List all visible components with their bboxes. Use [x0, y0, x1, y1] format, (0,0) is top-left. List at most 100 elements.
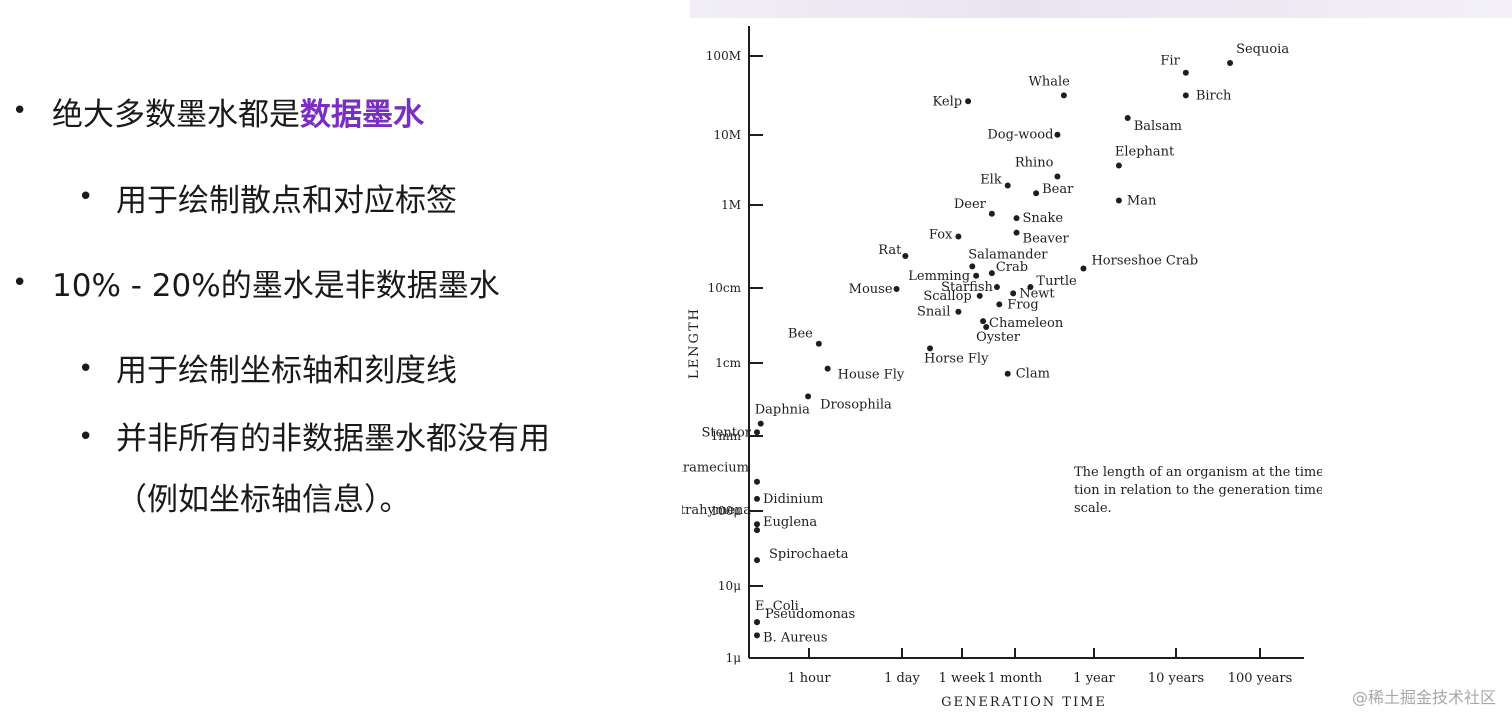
caption-line: The length of an organism at the time of… — [1074, 465, 1322, 480]
bullet-dot: • — [78, 354, 94, 384]
bullet-subitem-continuation: （例如坐标轴信息）。 — [116, 482, 411, 518]
point-deer — [988, 210, 995, 217]
point-label-clam: Clam — [1016, 367, 1050, 382]
point-clam — [1004, 370, 1011, 377]
chart-caption: The length of an organism at the time of… — [1074, 465, 1322, 516]
point-label-salamander: Salamander — [968, 247, 1048, 262]
y-tick-label: 10M — [713, 128, 741, 142]
point-bear — [1033, 190, 1040, 197]
point-label-kelp: Kelp — [933, 94, 963, 109]
point-label-snake: Snake — [1023, 211, 1064, 226]
x-axis-title: GENERATION TIME — [941, 695, 1107, 710]
point-b-aureus — [754, 632, 760, 639]
point-label-house-fly: House Fly — [838, 368, 905, 383]
point-label-deer: Deer — [954, 197, 987, 212]
point-label-e-coli: E. Coli — [755, 599, 799, 614]
point-label-lemming: Lemming — [908, 269, 970, 284]
y-ticks: 1μ 10μ 100μ 1mm 1cm 10cm 1M 10M 100M — [706, 49, 763, 665]
point-label-birch: Birch — [1196, 88, 1232, 103]
point-scallop — [976, 292, 983, 299]
point-label-euglena: Euglena — [763, 515, 817, 530]
point-whale — [1060, 92, 1067, 99]
point-label-bee: Bee — [788, 327, 813, 342]
x-tick-label: 1 month — [988, 671, 1043, 686]
point-oyster — [983, 324, 990, 331]
point-spirochaeta — [754, 557, 760, 564]
y-tick-label: 1cm — [715, 356, 741, 370]
point-didinium — [754, 495, 760, 502]
top-decorative-band — [690, 0, 1512, 18]
point-label-sequoia: Sequoia — [1236, 42, 1289, 57]
point-label-man: Man — [1127, 194, 1157, 209]
point-bee — [815, 340, 822, 347]
x-ticks: 1 hour 1 day 1 week 1 month 1 year 10 years 10… — [787, 648, 1292, 686]
x-tick-label: 1 week — [939, 671, 986, 686]
point-label-scallop: Scallop — [923, 289, 971, 304]
x-tick-label: 1 hour — [787, 671, 831, 686]
caption-line: scale. — [1074, 501, 1112, 516]
point-label-elk: Elk — [980, 173, 1002, 188]
point-label-snail: Snail — [917, 305, 950, 320]
point-man — [1115, 197, 1122, 204]
x-tick-label: 10 years — [1148, 671, 1204, 686]
y-tick-label: 1M — [721, 198, 741, 212]
watermark: @稀土掘金技术社区 — [1351, 688, 1496, 707]
y-tick-label: 100μ — [710, 504, 741, 518]
point-label-rat: Rat — [878, 243, 902, 258]
point-label-balsam: Balsam — [1134, 119, 1182, 134]
point-horse-fly — [927, 345, 934, 352]
point-label-frog: Frog — [1007, 297, 1038, 312]
bullet-subitem-scatter: 用于绘制散点和对应标签 — [116, 183, 457, 219]
chart-axes — [748, 26, 1304, 659]
point-snake — [1013, 215, 1020, 222]
point-balsam — [1124, 114, 1131, 121]
y-axis-title: LENGTH — [687, 307, 702, 379]
point-label-stentor: Stentor — [702, 425, 752, 440]
bullet-subitem-not-useless: 并非所有的非数据墨水都没有用 — [116, 421, 550, 457]
point-rat — [902, 252, 909, 259]
point-paramecium — [754, 478, 760, 485]
point-label-horseshoe-crab: Horseshoe Crab — [1091, 253, 1198, 268]
bullet-item-text: 绝大多数墨水都是 — [52, 97, 300, 133]
point-label-beaver: Beaver — [1023, 232, 1070, 247]
x-tick-label: 1 day — [884, 671, 920, 686]
y-tick-label: 1mm — [711, 429, 742, 443]
point-turtle — [1027, 284, 1034, 291]
point-label-whale: Whale — [1029, 74, 1071, 89]
point-label-didinium: Didinium — [763, 492, 823, 507]
bullet-subitem-axes: 用于绘制坐标轴和刻度线 — [116, 353, 457, 389]
point-drosophila — [805, 393, 812, 400]
point-daphnia — [757, 420, 764, 427]
point-label-spirochaeta: Spirochaeta — [769, 547, 849, 562]
scatter-chart: 1μ 10μ 100μ 1mm 1cm 10cm 1M 10M 100M 1 hour 1 day… — [682, 26, 1322, 710]
point-sequoia — [1227, 60, 1234, 66]
point-rhino — [1054, 173, 1061, 180]
point-chameleon — [980, 318, 987, 325]
point-dog-wood — [1054, 131, 1061, 138]
point-elk — [1004, 182, 1011, 189]
point-house-fly — [824, 365, 831, 372]
point-starfish — [993, 284, 1000, 291]
point-crab — [988, 270, 995, 277]
point-label-fox: Fox — [929, 227, 953, 242]
x-tick-label: 1 year — [1073, 671, 1115, 686]
data-points: Sequoia Fir Birch Whale Kelp Balsam Dog-wood El… — [682, 42, 1289, 645]
point-label-bear: Bear — [1042, 182, 1074, 197]
y-tick-label: 10μ — [718, 579, 741, 593]
point-label-horse-fly: Horse Fly — [924, 351, 989, 366]
point-label-paramecium: Paramecium — [682, 461, 749, 476]
y-tick-label: 1μ — [726, 651, 742, 665]
point-birch — [1182, 92, 1189, 99]
point-lemming — [973, 272, 980, 279]
point-horseshoe-crab — [1080, 265, 1087, 272]
point-label-mouse: Mouse — [849, 282, 893, 297]
point-kelp — [965, 98, 972, 105]
point-label-b-aureus: B. Aureus — [763, 630, 828, 645]
point-pseudomonas — [754, 619, 760, 626]
point-snail — [955, 308, 962, 315]
point-euglena — [754, 527, 760, 534]
highlight-text: 数据墨水 — [300, 97, 424, 133]
point-elephant — [1115, 162, 1122, 169]
point-label-oyster: Oyster — [976, 330, 1021, 345]
point-label-daphnia: Daphnia — [755, 403, 810, 418]
